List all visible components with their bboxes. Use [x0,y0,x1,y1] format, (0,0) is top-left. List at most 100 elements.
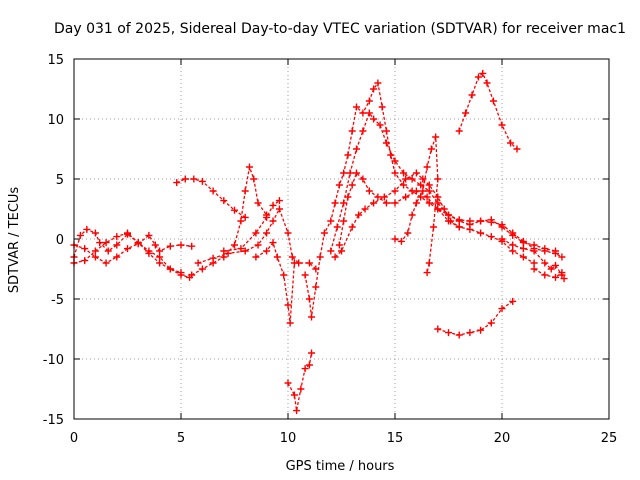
data-point [434,175,442,183]
axis-ticks: 0 5 10 15 20 25 -15 -10 -5 0 5 10 15 [43,53,618,446]
data-point [402,193,410,201]
data-point [166,265,174,273]
data-point [423,193,431,201]
data-point [374,79,382,87]
data-point [425,259,433,267]
data-point [305,361,313,369]
data-point [466,329,474,337]
series-arc-9 [287,352,313,412]
data-point [83,225,91,233]
series-arc-18 [533,268,563,279]
data-point [365,187,373,195]
data-point [400,181,408,189]
data-point [102,239,110,247]
data-point [263,247,271,255]
data-point [91,247,99,255]
chart-title: Day 031 of 2025, Sidereal Day-to-day VTE… [54,21,626,37]
data-point [81,257,89,265]
data-point [241,187,249,195]
data-point [558,269,566,277]
data-point [489,97,497,105]
data-point [124,245,131,253]
data-point [355,211,363,219]
data-point [417,181,425,189]
data-point [530,259,538,267]
data-point [425,199,433,207]
data-point [220,197,228,205]
data-point [250,175,258,183]
data-point [487,216,495,224]
data-point [352,103,360,111]
data-point [81,245,89,253]
data-point [297,385,305,393]
data-point [301,271,309,279]
data-point [331,199,339,207]
data-point [509,231,517,239]
data-point [552,273,559,281]
data-point [477,217,485,225]
data-series [70,69,568,415]
data-point [348,181,356,189]
data-point [425,187,433,195]
data-point [408,211,416,219]
y-tick-label: 15 [47,53,64,68]
data-point [145,231,153,239]
data-point [284,379,292,387]
data-point [166,242,174,250]
x-axis-label: GPS time / hours [286,459,395,474]
data-point [209,254,217,262]
data-point [361,205,369,213]
data-point [412,199,420,207]
data-point [91,253,99,261]
data-point [254,241,262,249]
data-point [378,103,386,111]
data-point [455,217,463,225]
data-point [541,271,549,279]
x-tick-label: 10 [280,431,297,446]
data-point [263,229,271,237]
data-point [419,175,427,183]
data-point [275,197,283,205]
data-point [391,187,399,195]
data-point [177,269,185,277]
data-point [76,231,84,239]
data-point [445,329,452,337]
data-point [331,253,339,261]
data-point [479,69,487,77]
data-point [519,253,527,261]
data-point [237,217,245,225]
data-point [400,169,408,177]
data-point [507,139,515,147]
data-point [198,177,206,185]
data-point [391,157,399,165]
data-point [434,325,442,333]
data-point [382,199,390,207]
series-arc-15 [437,300,514,336]
data-point [269,201,277,209]
data-point [430,223,438,231]
data-point [113,233,121,241]
plot-frame [73,58,610,420]
data-point [316,253,324,261]
data-point [348,127,356,135]
data-point [352,169,360,177]
data-point [370,85,378,93]
data-point [404,229,412,237]
data-point [348,223,356,231]
series-arc-16 [458,72,518,150]
data-point [273,253,281,261]
data-point [552,247,559,255]
data-point [483,79,491,87]
data-point [427,145,435,153]
data-point [224,249,232,257]
data-point [327,217,335,225]
data-point [145,249,153,257]
data-point [370,199,378,207]
data-point [541,245,549,253]
data-point [352,145,360,153]
series-arc-7 [223,200,280,252]
data-point [419,187,427,195]
data-point [190,175,198,183]
data-point [408,175,416,183]
data-point [156,259,164,267]
